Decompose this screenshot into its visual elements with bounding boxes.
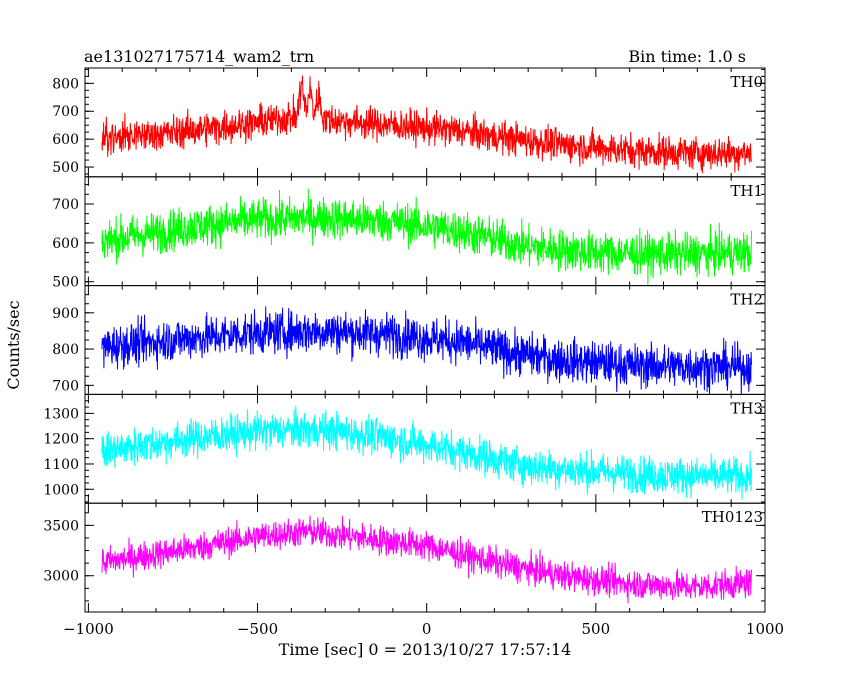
series-line-th0 bbox=[101, 75, 752, 174]
y-tick-label: 3000 bbox=[43, 569, 79, 585]
series-line-th0123 bbox=[101, 515, 752, 604]
y-tick-label: 800 bbox=[52, 342, 79, 358]
x-tick-label: 1000 bbox=[746, 620, 784, 638]
y-tick-label: 1100 bbox=[43, 457, 79, 473]
y-tick-label: 900 bbox=[52, 306, 79, 322]
y-tick-label: 1000 bbox=[43, 482, 79, 498]
panel-label-th0: TH0 bbox=[730, 73, 763, 91]
y-tick-label: 1200 bbox=[43, 432, 79, 448]
y-tick-label: 3500 bbox=[43, 518, 79, 534]
panel-label-th3: TH3 bbox=[730, 399, 763, 417]
x-axis: −1000 −500 0 500 1000 bbox=[63, 620, 784, 638]
y-axis-label: Counts/sec bbox=[4, 300, 23, 389]
panel-label-th2: TH2 bbox=[730, 291, 763, 309]
y-tick-label: 600 bbox=[52, 236, 79, 252]
y-tick-label: 600 bbox=[52, 132, 79, 148]
x-axis-label: Time [sec] 0 = 2013/10/27 17:57:14 bbox=[279, 640, 572, 659]
y-tick-label: 500 bbox=[52, 275, 79, 291]
y-tick-label: 700 bbox=[52, 104, 79, 120]
panel-th1: 500 600 700 TH1 bbox=[52, 176, 766, 291]
panel-th2: 700 800 900 TH2 bbox=[52, 285, 766, 395]
y-tick-label: 1300 bbox=[43, 406, 79, 422]
x-tick-label: 500 bbox=[582, 620, 611, 638]
x-tick-label: −1000 bbox=[63, 620, 114, 638]
panel-label-th1: TH1 bbox=[730, 182, 763, 200]
chart-title: ae131027175714_wam2_trn bbox=[84, 47, 314, 66]
panel-th0: 500 600 700 800 TH0 bbox=[52, 67, 766, 178]
y-tick-label: 800 bbox=[52, 76, 79, 92]
series-line-th3 bbox=[101, 405, 752, 500]
panel-label-th0123: TH0123 bbox=[702, 508, 763, 526]
panels-group: 500 600 700 800 TH0 500 600 700 TH1 700 800 900 TH2 1… bbox=[43, 67, 766, 613]
y-tick-label: 500 bbox=[52, 160, 79, 176]
panel-th0123: 3000 3500 TH0123 bbox=[43, 502, 766, 613]
x-tick-label: 0 bbox=[422, 620, 432, 638]
y-tick-label: 700 bbox=[52, 197, 79, 213]
x-tick-label: −500 bbox=[237, 620, 278, 638]
y-tick-label: 700 bbox=[52, 378, 79, 394]
series-line-th2 bbox=[101, 306, 752, 395]
panel-frame bbox=[84, 502, 766, 613]
panel-th3: 1000 1100 1200 1300 TH3 bbox=[43, 393, 766, 504]
series-line-th1 bbox=[101, 188, 752, 286]
bin-time-label: Bin time: 1.0 s bbox=[628, 47, 746, 66]
